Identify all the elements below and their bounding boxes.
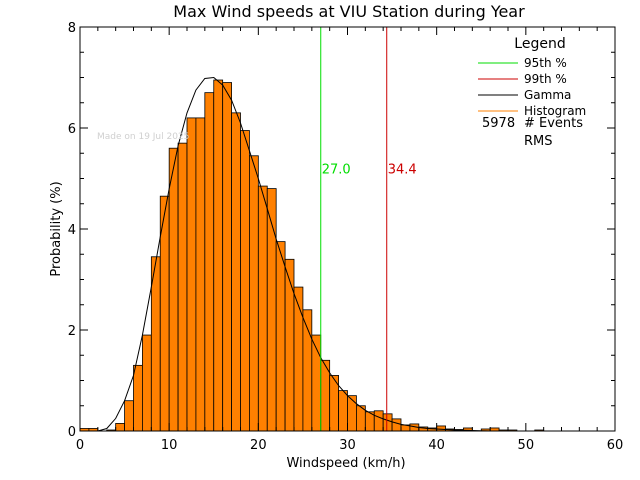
x-tick-label: 0 xyxy=(76,438,84,453)
histogram-bar xyxy=(177,142,188,432)
histogram-bar xyxy=(293,286,304,432)
legend-events-label: # Events xyxy=(524,116,583,131)
y-tick-label: 0 xyxy=(68,425,76,440)
y-tick-label: 2 xyxy=(68,324,76,339)
x-tick-label: 40 xyxy=(428,438,445,453)
histogram-bar xyxy=(222,82,232,432)
legend-title: Legend xyxy=(514,36,565,52)
y-tick-label: 4 xyxy=(68,223,76,238)
histogram-bar xyxy=(168,147,179,432)
histogram-bar xyxy=(142,334,152,432)
x-tick-label: 50 xyxy=(518,438,535,453)
histogram-bar xyxy=(249,155,259,432)
y-tick-label: 8 xyxy=(68,21,76,36)
histogram-bar xyxy=(275,241,286,432)
percentile-95-label: 27.0 xyxy=(322,162,351,177)
histogram-bar xyxy=(186,117,197,432)
histogram-bar xyxy=(240,130,250,432)
x-tick-label: 60 xyxy=(607,438,624,453)
x-tick-label: 30 xyxy=(339,438,356,453)
legend-label-99th: 99th % xyxy=(524,72,567,86)
y-tick-label: 6 xyxy=(68,122,76,137)
histogram-bar xyxy=(195,117,206,432)
legend-rms-label: RMS xyxy=(524,134,553,149)
histogram-bar xyxy=(150,256,161,432)
histogram-bar xyxy=(436,425,446,432)
x-tick-label: 10 xyxy=(161,438,178,453)
histogram-bar xyxy=(133,364,143,432)
percentile-99-label: 34.4 xyxy=(388,162,417,177)
histogram-bar xyxy=(213,79,224,432)
histogram-bar xyxy=(231,112,241,432)
histogram-bar xyxy=(115,423,125,432)
axis-ticks: 0 10 20 30 40 50 60 0 2 4 6 8 xyxy=(68,21,624,453)
chart-title: Max Wind speeds at VIU Station during Ye… xyxy=(173,2,525,21)
gamma-fit-curve xyxy=(97,76,615,432)
x-axis-label: Windspeed (km/h) xyxy=(286,456,405,471)
legend-label-gamma: Gamma xyxy=(524,88,571,102)
histogram-bar xyxy=(257,185,268,432)
histogram-bar xyxy=(347,395,357,432)
histogram-bar xyxy=(391,418,402,432)
y-axis-label: Probability (%) xyxy=(49,181,64,276)
histogram-bar xyxy=(284,258,295,432)
histogram-bar xyxy=(124,400,134,432)
legend: Legend 95th % 99th % Gamma Histogram 597… xyxy=(478,36,586,149)
legend-label-95th: 95th % xyxy=(524,56,567,70)
x-tick-label: 20 xyxy=(250,438,267,453)
histogram-bar xyxy=(338,390,348,432)
watermark-text: Made on 19 Jul 2025 xyxy=(97,132,189,142)
legend-events-count: 5978 xyxy=(482,116,515,131)
histogram-bar xyxy=(382,413,393,432)
legend-label-histogram: Histogram xyxy=(524,104,586,118)
histogram-bar xyxy=(204,92,215,432)
histogram-bar xyxy=(373,410,384,432)
